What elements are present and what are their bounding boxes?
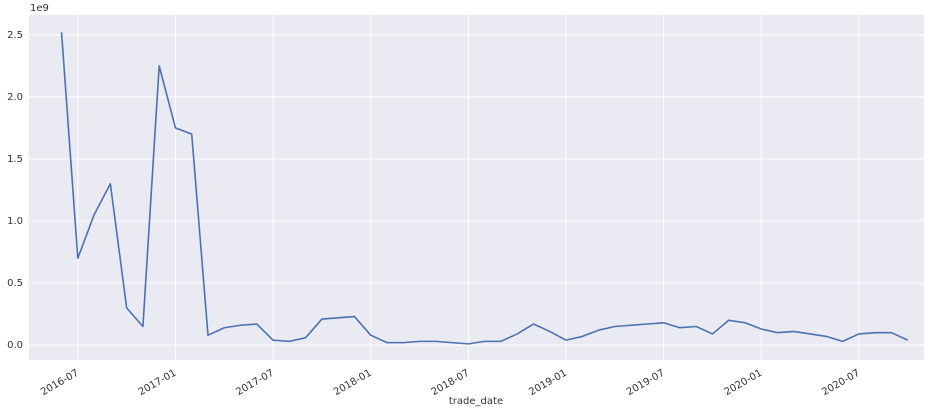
y-tick-label: 0.0 bbox=[7, 340, 23, 351]
data-line bbox=[60, 32, 909, 345]
x-tick-label: 2016-07 bbox=[39, 368, 81, 398]
x-tick-label: 2019-07 bbox=[625, 368, 667, 398]
y-tick-label: 0.5 bbox=[7, 278, 23, 289]
x-tick-label: 2018-01 bbox=[332, 368, 374, 398]
offset-label: 1e9 bbox=[30, 3, 49, 14]
plot-area bbox=[29, 15, 924, 360]
x-tick-label: 2020-01 bbox=[723, 368, 765, 398]
y-tick-label: 1.0 bbox=[7, 216, 23, 227]
y-tick-label: 1.5 bbox=[7, 154, 23, 165]
y-tick-label: 2.5 bbox=[7, 30, 23, 41]
x-tick-label: 2017-01 bbox=[137, 368, 179, 398]
x-axis-label: trade_date bbox=[449, 396, 503, 407]
x-tick-label: 2020-07 bbox=[820, 368, 862, 398]
x-tick-label: 2019-01 bbox=[527, 368, 569, 398]
x-tick-label: 2017-07 bbox=[234, 368, 276, 398]
y-tick-label: 2.0 bbox=[7, 92, 23, 103]
x-tick-label: 2018-07 bbox=[430, 368, 472, 398]
